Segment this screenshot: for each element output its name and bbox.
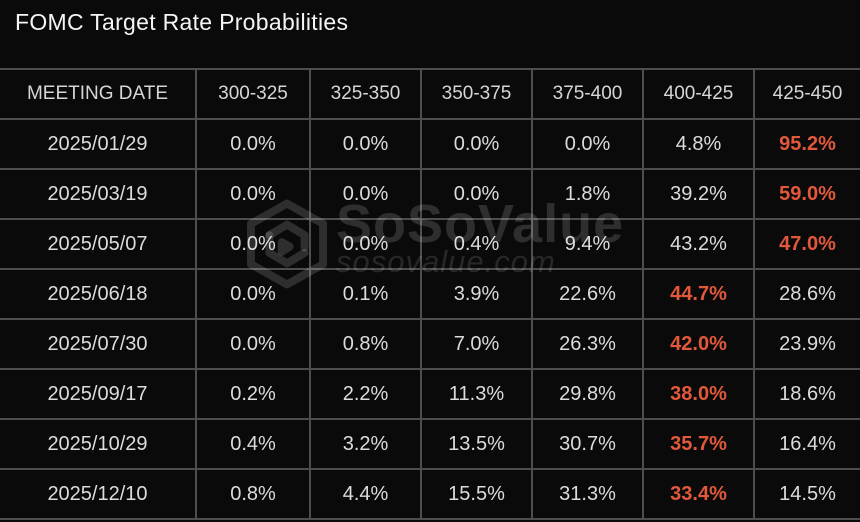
probability-cell: 0.0% <box>309 118 422 170</box>
table-row: 2025/09/17 0.2% 2.2% 11.3% 29.8% 38.0% 18.6% <box>0 368 860 420</box>
header-cell-rate-range: 300-325 <box>195 68 311 120</box>
probability-cell-max: 42.0% <box>642 318 755 370</box>
probability-cell: 0.0% <box>420 118 533 170</box>
probability-cell: 9.4% <box>531 218 644 270</box>
probability-cell-max: 35.7% <box>642 418 755 470</box>
probability-cell: 39.2% <box>642 168 755 220</box>
probability-cell: 0.0% <box>309 168 422 220</box>
probability-cell: 18.6% <box>753 368 860 420</box>
probability-cell: 0.4% <box>195 418 311 470</box>
probability-cell: 15.5% <box>420 468 533 520</box>
table-row: 2025/01/29 0.0% 0.0% 0.0% 0.0% 4.8% 95.2% <box>0 118 860 170</box>
probability-cell: 0.4% <box>420 218 533 270</box>
header-cell-rate-range: 375-400 <box>531 68 644 120</box>
meeting-date-cell: 2025/12/10 <box>0 468 197 520</box>
probability-cell: 2.2% <box>309 368 422 420</box>
probability-cell: 28.6% <box>753 268 860 320</box>
table-row: 2025/12/10 0.8% 4.4% 15.5% 31.3% 33.4% 14.5% <box>0 468 860 520</box>
header-cell-rate-range: 425-450 <box>753 68 860 120</box>
probability-cell-max: 44.7% <box>642 268 755 320</box>
probability-cell: 26.3% <box>531 318 644 370</box>
meeting-date-cell: 2025/07/30 <box>0 318 197 370</box>
meeting-date-cell: 2025/05/07 <box>0 218 197 270</box>
meeting-date-cell: 2025/01/29 <box>0 118 197 170</box>
probability-cell: 3.2% <box>309 418 422 470</box>
probability-cell: 4.4% <box>309 468 422 520</box>
probability-cell: 30.7% <box>531 418 644 470</box>
meeting-date-cell: 2025/10/29 <box>0 418 197 470</box>
probability-cell: 4.8% <box>642 118 755 170</box>
probability-cell: 13.5% <box>420 418 533 470</box>
probability-cell: 0.0% <box>531 118 644 170</box>
probability-cell: 0.8% <box>195 468 311 520</box>
header-row: MEETING DATE 300-325 325-350 350-375 375-400… <box>0 68 860 120</box>
probability-cell: 0.0% <box>420 168 533 220</box>
probability-cell: 31.3% <box>531 468 644 520</box>
meeting-date-cell: 2025/06/18 <box>0 268 197 320</box>
rate-probabilities-table: MEETING DATE 300-325 325-350 350-375 375-400… <box>0 68 860 520</box>
probability-cell-max: 38.0% <box>642 368 755 420</box>
probability-cell: 0.1% <box>309 268 422 320</box>
probability-cell: 16.4% <box>753 418 860 470</box>
probability-cell: 11.3% <box>420 368 533 420</box>
probability-cell: 0.0% <box>309 218 422 270</box>
table-row: 2025/03/19 0.0% 0.0% 0.0% 1.8% 39.2% 59.0% <box>0 168 860 220</box>
meeting-date-cell: 2025/09/17 <box>0 368 197 420</box>
probability-cell: 1.8% <box>531 168 644 220</box>
probability-cell: 0.0% <box>195 168 311 220</box>
probability-cell: 3.9% <box>420 268 533 320</box>
probability-cell-max: 59.0% <box>753 168 860 220</box>
page-title: FOMC Target Rate Probabilities <box>15 9 349 35</box>
probability-cell: 0.0% <box>195 318 311 370</box>
header-cell-rate-range: 400-425 <box>642 68 755 120</box>
table-row: 2025/05/07 0.0% 0.0% 0.4% 9.4% 43.2% 47.0% <box>0 218 860 270</box>
header-cell-meeting-date: MEETING DATE <box>0 68 197 120</box>
probability-cell: 0.2% <box>195 368 311 420</box>
probability-cell: 0.0% <box>195 268 311 320</box>
probability-cell: 29.8% <box>531 368 644 420</box>
probability-cell: 22.6% <box>531 268 644 320</box>
probability-cell: 23.9% <box>753 318 860 370</box>
table-row: 2025/06/18 0.0% 0.1% 3.9% 22.6% 44.7% 28.6% <box>0 268 860 320</box>
probability-cell: 14.5% <box>753 468 860 520</box>
probability-cell-max: 95.2% <box>753 118 860 170</box>
meeting-date-cell: 2025/03/19 <box>0 168 197 220</box>
header-cell-rate-range: 350-375 <box>420 68 533 120</box>
table-row: 2025/10/29 0.4% 3.2% 13.5% 30.7% 35.7% 16.4% <box>0 418 860 470</box>
probability-cell: 43.2% <box>642 218 755 270</box>
table-row: 2025/07/30 0.0% 0.8% 7.0% 26.3% 42.0% 23.9% <box>0 318 860 370</box>
probability-cell-max: 33.4% <box>642 468 755 520</box>
probability-cell: 0.0% <box>195 118 311 170</box>
probability-cell: 0.8% <box>309 318 422 370</box>
probability-cell: 0.0% <box>195 218 311 270</box>
probability-cell: 7.0% <box>420 318 533 370</box>
header-cell-rate-range: 325-350 <box>309 68 422 120</box>
probability-cell-max: 47.0% <box>753 218 860 270</box>
